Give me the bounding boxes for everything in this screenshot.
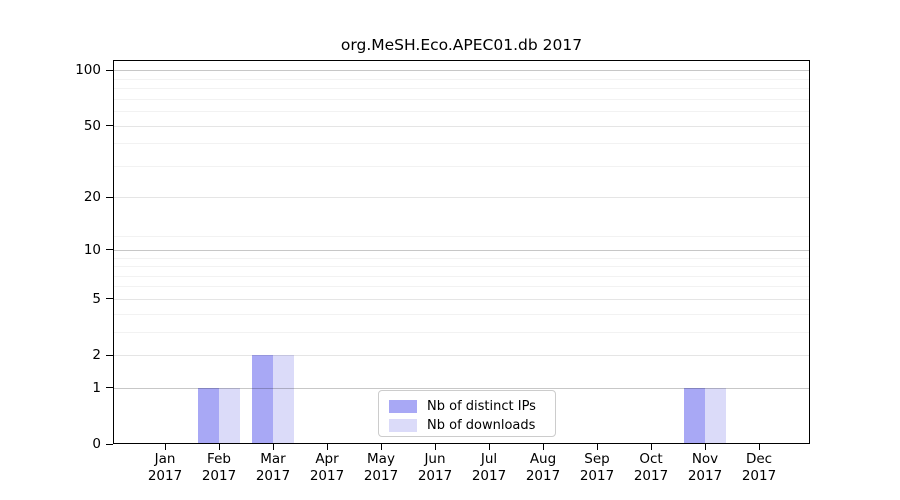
x-tick-label-aug: Aug 2017 xyxy=(525,451,561,484)
x-tick-nov xyxy=(704,444,706,450)
x-tick-label-oct: Oct 2017 xyxy=(633,451,669,484)
x-tick-sep xyxy=(596,444,598,450)
x-tick-label-sep: Sep 2017 xyxy=(579,451,615,484)
y-tick-20 xyxy=(106,196,113,198)
legend: Nb of distinct IPs Nb of downloads xyxy=(378,390,556,437)
x-tick-label-nov: Nov 2017 xyxy=(687,451,723,484)
x-tick-oct xyxy=(650,444,652,450)
x-tick-apr xyxy=(326,444,328,450)
y-tick-label-0: 0 xyxy=(92,436,101,452)
x-tick-jan xyxy=(164,444,166,450)
minor-gridline-9 xyxy=(113,257,810,259)
minor-gridline-70 xyxy=(113,98,810,100)
minor-gridline-3 xyxy=(113,331,810,333)
y-tick-label-1: 1 xyxy=(92,379,101,396)
y-tick-10 xyxy=(106,249,113,251)
bar-downloads-feb xyxy=(219,387,240,444)
x-tick-dec xyxy=(758,444,760,450)
legend-label-downloads: Nb of downloads xyxy=(427,418,536,433)
y-tick-label-100: 100 xyxy=(75,62,101,79)
major-gridline-50 xyxy=(113,125,810,127)
x-tick-aug xyxy=(542,444,544,450)
major-gridline-5 xyxy=(113,298,810,300)
y-tick-100 xyxy=(106,69,113,71)
x-tick-label-jan: Jan 2017 xyxy=(147,451,183,484)
legend-label-distinct-ips: Nb of distinct IPs xyxy=(427,399,536,414)
x-tick-label-apr: Apr 2017 xyxy=(309,451,345,484)
minor-gridline-60 xyxy=(113,111,810,113)
x-tick-label-dec: Dec 2017 xyxy=(741,451,777,484)
major-gridline-1 xyxy=(113,387,810,389)
x-tick-mar xyxy=(272,444,274,450)
major-gridline-10 xyxy=(113,249,810,251)
y-tick-label-2: 2 xyxy=(92,347,101,364)
plot-area xyxy=(113,60,810,444)
y-tick-0 xyxy=(106,443,113,445)
bar-distinct-ips-feb xyxy=(198,387,219,444)
x-tick-label-mar: Mar 2017 xyxy=(255,451,291,484)
minor-gridline-8 xyxy=(113,266,810,268)
minor-gridline-40 xyxy=(113,143,810,145)
bar-distinct-ips-mar xyxy=(252,355,273,444)
legend-swatch-distinct-ips xyxy=(389,400,417,413)
minor-gridline-30 xyxy=(113,165,810,167)
y-tick-50 xyxy=(106,125,113,127)
minor-gridline-4 xyxy=(113,313,810,315)
chart-title: org.MeSH.Eco.APEC01.db 2017 xyxy=(340,36,583,54)
y-tick-label-10: 10 xyxy=(83,241,101,258)
major-gridline-2 xyxy=(113,355,810,357)
x-tick-label-feb: Feb 2017 xyxy=(201,451,237,484)
x-tick-jun xyxy=(434,444,436,450)
legend-swatch-downloads xyxy=(389,419,417,432)
bar-downloads-nov xyxy=(705,387,726,444)
bar-downloads-mar xyxy=(273,355,294,444)
y-tick-label-20: 20 xyxy=(83,189,101,206)
minor-gridline-12 xyxy=(113,236,810,238)
x-tick-label-jun: Jun 2017 xyxy=(417,451,453,484)
x-tick-may xyxy=(380,444,382,450)
minor-gridline-80 xyxy=(113,88,810,90)
x-tick-jul xyxy=(488,444,490,450)
y-tick-label-5: 5 xyxy=(92,290,101,307)
major-gridline-20 xyxy=(113,197,810,199)
minor-gridline-90 xyxy=(113,78,810,80)
x-tick-feb xyxy=(218,444,220,450)
x-tick-label-jul: Jul 2017 xyxy=(471,451,507,484)
minor-gridline-6 xyxy=(113,286,810,288)
y-tick-1 xyxy=(106,387,113,389)
y-tick-label-50: 50 xyxy=(83,117,101,134)
y-tick-2 xyxy=(106,354,113,356)
x-tick-label-may: May 2017 xyxy=(363,451,399,484)
bar-distinct-ips-nov xyxy=(684,387,705,444)
major-gridline-100 xyxy=(113,70,810,72)
minor-gridline-7 xyxy=(113,275,810,277)
y-tick-5 xyxy=(106,298,113,300)
